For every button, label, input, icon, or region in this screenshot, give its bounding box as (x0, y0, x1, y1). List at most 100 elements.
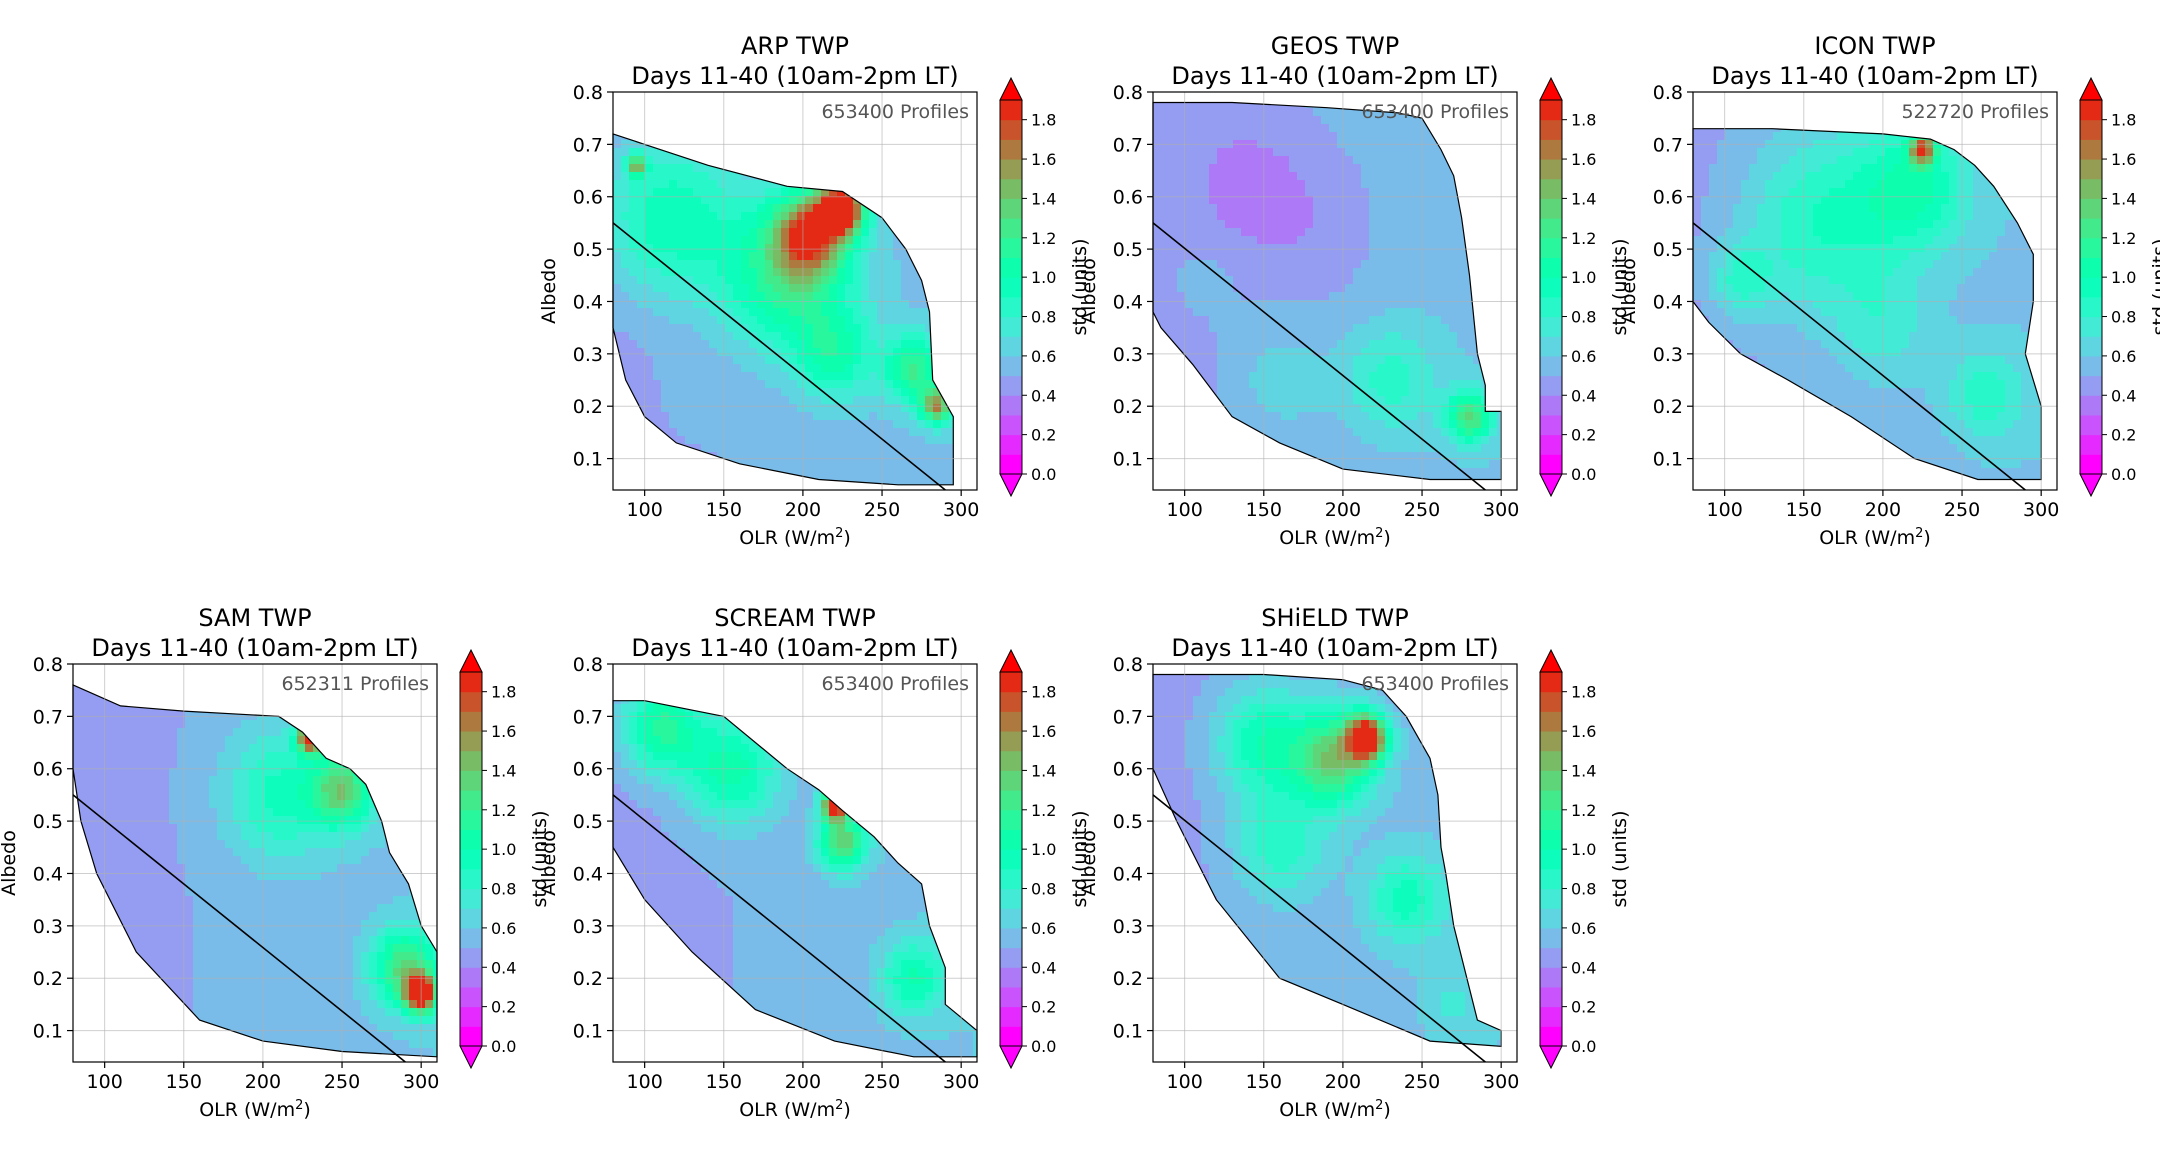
colorbar: 0.0 0.2 0.4 0.6 0.8 1.0 1.2 1.4 1.6 1.8 std (units… (1539, 76, 1631, 498)
y-tick-label: 0.8 (1113, 82, 1143, 104)
reference-line (72, 794, 406, 1063)
y-tick-label: 0.1 (573, 1021, 603, 1043)
panel-subtitle: Days 11-40 (10am-2pm LT) (1171, 62, 1498, 90)
colorbar-tick-label: 0.2 (2111, 426, 2136, 445)
colorbar-tick-label: 1.4 (1571, 761, 1596, 780)
colorbar-tick-label: 1.2 (1031, 229, 1056, 248)
grid (1153, 663, 1517, 1062)
colorbar-tick-label: 0.4 (1571, 386, 1596, 405)
grid (1693, 91, 2057, 490)
y-tick-label: 0.8 (33, 654, 63, 676)
y-tick-label: 0.1 (1653, 449, 1683, 471)
y-tick-label: 0.1 (573, 449, 603, 471)
contour-field (1153, 674, 1502, 1047)
contour-outline (1152, 101, 1502, 481)
reference-line (1152, 794, 1486, 1063)
panel-title: SHiELD TWP (1261, 604, 1408, 632)
colorbar-tick-label: 0.0 (1031, 1037, 1056, 1056)
x-tick-label: 100 (1167, 499, 1203, 521)
colorbar-tick-label: 1.4 (491, 761, 516, 780)
panel-title: SCREAM TWP (714, 604, 875, 632)
y-axis-label: Albedo (1618, 258, 1640, 324)
colorbar-tick-label: 0.0 (491, 1037, 516, 1056)
y-axis-label: Albedo (538, 258, 560, 324)
colorbar-tick-label: 1.0 (2111, 268, 2136, 287)
y-tick-label: 0.5 (573, 239, 603, 261)
axes-frame (612, 91, 978, 491)
x-tick-label: 100 (627, 499, 663, 521)
x-tick-label: 250 (864, 1071, 900, 1093)
colorbar-tick-label: 1.8 (1571, 683, 1596, 702)
colorbar-tick-label: 0.2 (1571, 998, 1596, 1017)
y-tick-label: 0.6 (1653, 187, 1683, 209)
contour-outline (612, 700, 978, 1058)
y-tick-label: 0.5 (33, 811, 63, 833)
x-tick-label: 200 (1325, 499, 1361, 521)
y-tick-label: 0.6 (1113, 759, 1143, 781)
axes-frame (1692, 91, 2058, 491)
reference-line (612, 222, 946, 491)
y-tick-label: 0.2 (1113, 968, 1143, 990)
x-axis-label: OLR (W/m2) (739, 526, 851, 550)
contour-outline (72, 683, 438, 1058)
profiles-annotation: 653400 Profiles (1361, 101, 1509, 123)
colorbar-tick-label: 1.6 (2111, 150, 2136, 169)
x-tick-label: 250 (1944, 499, 1980, 521)
x-tick-label: 100 (627, 1071, 663, 1093)
x-tick-label: 300 (943, 499, 979, 521)
colorbar-tick-label: 1.4 (1031, 761, 1056, 780)
y-tick-label: 0.6 (33, 759, 63, 781)
colorbar-tick-label: 1.2 (1571, 801, 1596, 820)
y-tick-label: 0.2 (573, 396, 603, 418)
y-tick-label: 0.8 (1113, 654, 1143, 676)
colorbar-tick-label: 0.2 (1031, 426, 1056, 445)
colorbar-tick-label: 0.6 (491, 919, 516, 938)
y-tick-label: 0.1 (1113, 449, 1143, 471)
colorbar-tick-label: 1.8 (1031, 111, 1056, 130)
y-tick-label: 0.4 (573, 291, 603, 313)
x-tick-label: 250 (864, 499, 900, 521)
y-tick-label: 0.6 (573, 759, 603, 781)
x-tick-label: 250 (324, 1071, 360, 1093)
y-tick-label: 0.5 (1113, 811, 1143, 833)
x-tick-label: 150 (706, 1071, 742, 1093)
colorbar-tick-label: 1.2 (2111, 229, 2136, 248)
y-axis-label: Albedo (0, 830, 20, 896)
y-tick-label: 0.5 (1653, 239, 1683, 261)
colorbar-tick-label: 1.8 (1571, 111, 1596, 130)
x-axis-label: OLR (W/m2) (199, 1098, 311, 1122)
colorbar-tick-label: 0.0 (2111, 465, 2136, 484)
x-tick-label: 300 (1483, 499, 1519, 521)
profiles-annotation: 653400 Profiles (1361, 673, 1509, 695)
y-tick-label: 0.5 (1113, 239, 1143, 261)
profiles-annotation: 653400 Profiles (821, 101, 969, 123)
colorbar-label: std (units) (2149, 239, 2160, 336)
colorbar-tick-label: 1.8 (1031, 683, 1056, 702)
colorbar-tick-label: 0.4 (1571, 958, 1596, 977)
x-tick-label: 250 (1404, 1071, 1440, 1093)
y-tick-label: 0.1 (1113, 1021, 1143, 1043)
colorbar: 0.0 0.2 0.4 0.6 0.8 1.0 1.2 1.4 1.6 1.8 std (units… (1539, 648, 1631, 1070)
colorbar-tick-label: 0.0 (1571, 1037, 1596, 1056)
colorbar-tick-label: 0.6 (1031, 347, 1056, 366)
x-tick-label: 150 (706, 499, 742, 521)
panel-title: ARP TWP (741, 32, 849, 60)
colorbar-tick-label: 1.6 (491, 722, 516, 741)
x-tick-label: 200 (1865, 499, 1901, 521)
x-tick-label: 200 (1325, 1071, 1361, 1093)
colorbar-tick-label: 1.6 (1031, 722, 1056, 741)
colorbar-tick-label: 0.8 (1031, 308, 1056, 327)
colorbar-tick-label: 0.2 (491, 998, 516, 1017)
x-tick-label: 300 (403, 1071, 439, 1093)
contour-field (1693, 128, 2042, 480)
y-tick-label: 0.6 (1113, 187, 1143, 209)
y-tick-label: 0.7 (1113, 134, 1143, 156)
colorbar-tick-label: 1.8 (491, 683, 516, 702)
colorbar-tick-label: 0.8 (2111, 308, 2136, 327)
profiles-annotation: 522720 Profiles (1901, 101, 2049, 123)
panel-icon-twp: 100 150 200 250 300 0.1 0.2 0.3 0.4 0.5 0.6 0.7 0.8 O… (1618, 32, 2160, 549)
contour-outline (1152, 673, 1502, 1047)
y-tick-label: 0.3 (1653, 344, 1683, 366)
axes-frame (612, 663, 978, 1063)
